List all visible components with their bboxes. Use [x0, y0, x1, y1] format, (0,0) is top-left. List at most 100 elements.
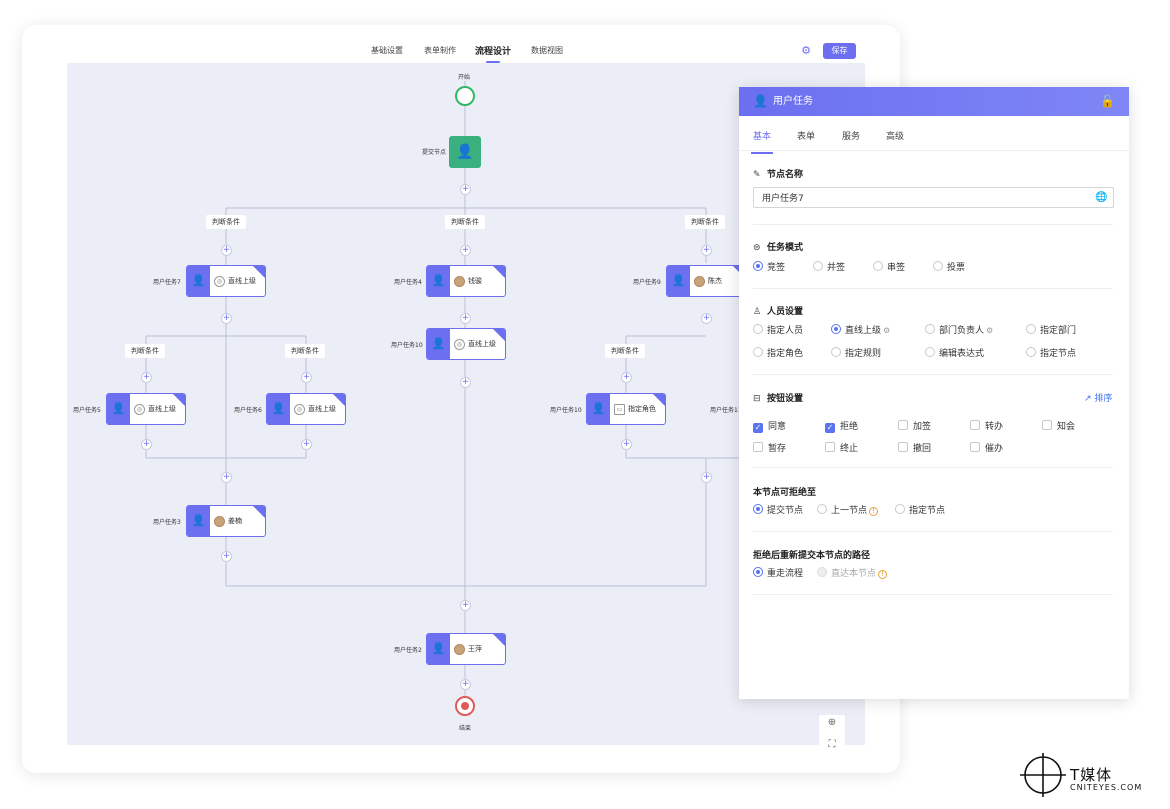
button-checkbox[interactable]: 暂存 — [753, 441, 786, 454]
flow-canvas[interactable]: 开始 提交节点 👤 + 判断条件 判断条件 判断条件 + + + 用户任务7 👤… — [67, 63, 865, 745]
people-option[interactable]: 编辑表达式 — [925, 346, 984, 359]
add-node-button[interactable]: + — [221, 245, 232, 256]
submit-node[interactable]: 👤 — [449, 136, 481, 168]
gear-icon[interactable]: ⚙ — [883, 326, 891, 335]
mode-option[interactable]: 串签 — [873, 260, 905, 273]
user-task-node[interactable]: 👤 陈杰 — [666, 265, 746, 297]
gear-icon[interactable]: ⚙ — [986, 326, 994, 335]
button-checkbox[interactable]: 撤回 — [898, 441, 931, 454]
button-checkbox[interactable]: 终止 — [825, 441, 858, 454]
add-node-button[interactable]: + — [460, 377, 471, 388]
mode-option[interactable]: 并签 — [813, 260, 845, 273]
button-checkbox[interactable]: 加签 — [898, 419, 931, 432]
tab-basic[interactable]: 基本 — [750, 129, 774, 154]
add-node-button[interactable]: + — [621, 372, 632, 383]
people-option[interactable]: 指定节点 — [1026, 346, 1076, 359]
add-node-button[interactable]: + — [460, 600, 471, 611]
tab-service[interactable]: 服务 — [842, 132, 861, 142]
end-node[interactable] — [455, 696, 475, 716]
tab-form[interactable]: 表单 — [797, 132, 816, 142]
button-checkbox[interactable]: 转办 — [970, 419, 1003, 432]
condition-label[interactable]: 判断条件 — [206, 215, 246, 229]
button-checkbox[interactable]: 知会 — [1042, 419, 1075, 432]
condition-label[interactable]: 判断条件 — [445, 215, 485, 229]
people-option[interactable]: 直线上级 ⚙ — [831, 323, 890, 336]
add-node-button[interactable]: + — [221, 551, 232, 562]
user-task-node[interactable]: 👤 姜楠 — [186, 505, 266, 537]
person-icon: ♙ — [753, 307, 762, 317]
tab-data-view[interactable]: 数据视图 — [531, 46, 563, 55]
task-mode-section-title: ⊜ 任务模式 — [753, 243, 804, 253]
save-button[interactable]: 保存 — [823, 43, 856, 59]
fit-screen-icon[interactable]: ⛶ — [828, 739, 836, 750]
add-node-button[interactable]: + — [221, 313, 232, 324]
user-task-node[interactable]: 👤 ▭ 指定角色 — [586, 393, 666, 425]
divider — [753, 467, 1113, 468]
condition-label[interactable]: 判断条件 — [685, 215, 725, 229]
locate-icon[interactable]: ⊕ — [827, 717, 837, 728]
node-assignee: 陈杰 — [708, 277, 722, 285]
user-icon: 👤 — [427, 634, 450, 664]
user-icon: 👤 — [667, 266, 690, 296]
people-option[interactable]: 指定角色 — [753, 346, 803, 359]
user-icon: 👤 — [587, 394, 610, 424]
people-option[interactable]: 指定部门 — [1026, 323, 1076, 336]
people-option[interactable]: 指定规则 — [831, 346, 881, 359]
user-task-node[interactable]: 👤 ◎ 直线上级 — [186, 265, 266, 297]
tab-advanced[interactable]: 高级 — [886, 132, 905, 142]
node-name-input[interactable] — [753, 187, 1114, 208]
add-node-button[interactable]: + — [701, 313, 712, 324]
node-assignee: 直线上级 — [228, 277, 256, 285]
button-checkbox[interactable]: ✓ 同意 — [753, 422, 787, 433]
mode-option[interactable]: 投票 — [933, 260, 965, 273]
add-node-button[interactable]: + — [460, 679, 471, 690]
people-option[interactable]: 指定人员 — [753, 323, 803, 336]
button-checkbox[interactable]: ✓ 拒绝 — [825, 422, 859, 433]
add-node-button[interactable]: + — [221, 472, 232, 483]
external-link-icon: ↗ — [1084, 394, 1092, 404]
condition-label[interactable]: 判断条件 — [605, 344, 645, 358]
add-node-button[interactable]: + — [141, 372, 152, 383]
node-label: 用户任务10 — [550, 407, 582, 414]
add-node-button[interactable]: + — [621, 439, 632, 450]
user-task-node[interactable]: 👤 ◎ 直线上级 — [426, 328, 506, 360]
node-label: 用户任务7 — [153, 279, 181, 286]
corner-badge-icon — [653, 394, 665, 406]
add-node-button[interactable]: + — [301, 372, 312, 383]
reject-option[interactable]: 指定节点 — [895, 503, 945, 516]
add-node-button[interactable]: + — [460, 184, 471, 195]
sort-link[interactable]: ↗ 排序 — [1084, 394, 1113, 404]
add-node-button[interactable]: + — [141, 439, 152, 450]
people-option[interactable]: 部门负责人 ⚙ — [925, 323, 993, 336]
add-node-button[interactable]: + — [301, 439, 312, 450]
gear-icon[interactable]: ⚙ — [801, 44, 811, 57]
add-node-button[interactable]: + — [460, 313, 471, 324]
lock-icon[interactable]: 🔓 — [1100, 94, 1115, 108]
condition-label[interactable]: 判断条件 — [125, 344, 165, 358]
tab-form-design[interactable]: 表单制作 — [424, 46, 456, 55]
top-tabs: 基础设置 表单制作 流程设计 数据视图 ⚙ 保存 — [22, 25, 900, 63]
globe-icon[interactable]: 🌐 — [1095, 192, 1108, 203]
user-task-node[interactable]: 👤 ◎ 直线上级 — [266, 393, 346, 425]
user-task-node[interactable]: 👤 ◎ 直线上级 — [106, 393, 186, 425]
reject-option[interactable]: 提交节点 — [753, 503, 803, 516]
tab-basic-settings[interactable]: 基础设置 — [371, 46, 403, 55]
condition-label[interactable]: 判断条件 — [285, 344, 325, 358]
user-task-node[interactable]: 👤 钱骏 — [426, 265, 506, 297]
resubmit-option[interactable]: 重走流程 — [753, 566, 803, 579]
mode-option[interactable]: 竞签 — [753, 260, 785, 273]
people-section-title: ♙ 人员设置 — [753, 307, 804, 317]
reject-option[interactable]: 上一节点! — [817, 503, 879, 516]
node-assignee: 姜楠 — [228, 517, 242, 525]
add-node-button[interactable]: + — [701, 472, 712, 483]
corner-badge-icon — [493, 634, 505, 646]
button-checkbox[interactable]: 催办 — [970, 441, 1003, 454]
user-task-node[interactable]: 👤 王萍 — [426, 633, 506, 665]
user-icon: 👤 — [427, 266, 450, 296]
brand-watermark: T媒体 CNITEYES.COM — [1018, 749, 1164, 799]
tab-flow-design[interactable]: 流程设计 — [475, 44, 511, 63]
add-node-button[interactable]: + — [701, 245, 712, 256]
node-label: 用户任务11 — [710, 407, 742, 414]
start-node[interactable] — [455, 86, 475, 106]
add-node-button[interactable]: + — [460, 245, 471, 256]
